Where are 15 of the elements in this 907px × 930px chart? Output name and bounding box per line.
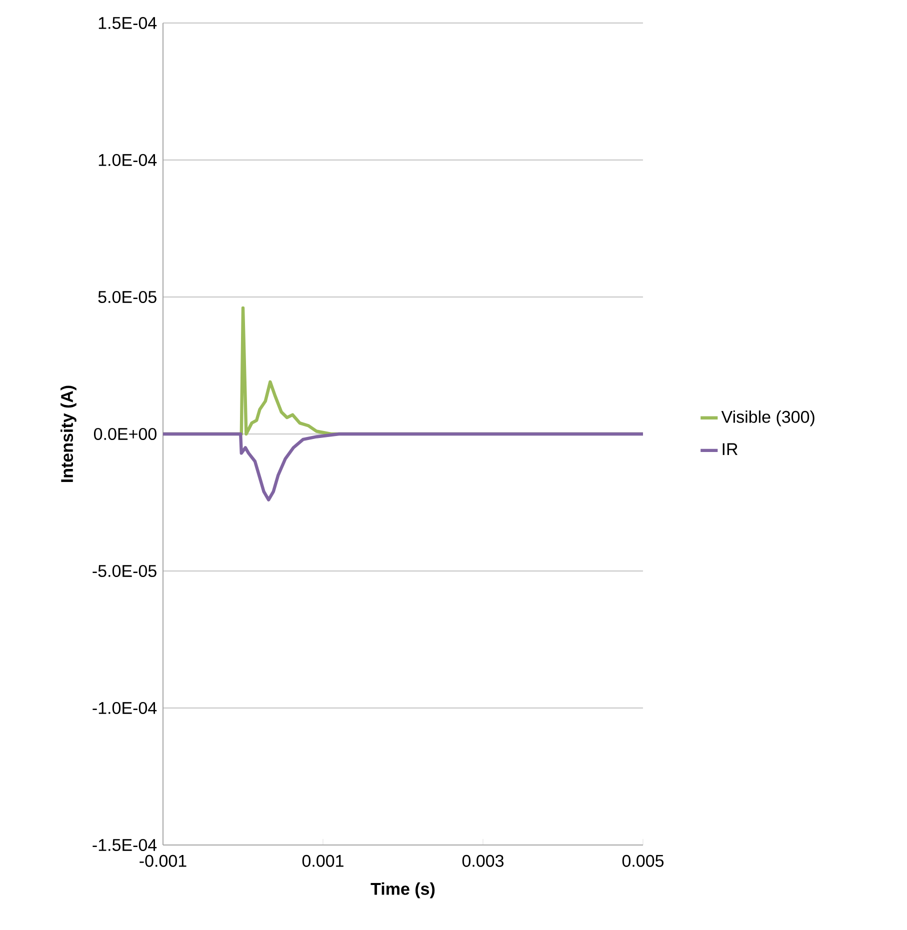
y-tick-label: 1.0E-04	[98, 154, 157, 166]
y-tick-label: 5.0E-05	[98, 290, 156, 304]
y-axis-title: Intensity (A)	[60, 386, 76, 482]
y-tick-label: -1.5E-04	[92, 838, 157, 852]
y-tick-label: 1.5E-04	[98, 16, 157, 30]
x-tick-label: -0.001	[140, 854, 186, 867]
legend-label: Visible (300)	[721, 410, 814, 426]
y-tick-label: 0.0E+00	[94, 428, 156, 440]
x-tick-label: 0.003	[462, 854, 504, 867]
x-tick-label: 0.005	[622, 854, 664, 867]
y-tick-label: -1.0E-04	[92, 702, 157, 714]
y-tick-label: -5.0E-05	[92, 564, 156, 578]
x-tick-label: 0.001	[302, 854, 344, 867]
x-axis-title: Time (s)	[370, 882, 435, 898]
legend-label: IR	[722, 443, 738, 456]
